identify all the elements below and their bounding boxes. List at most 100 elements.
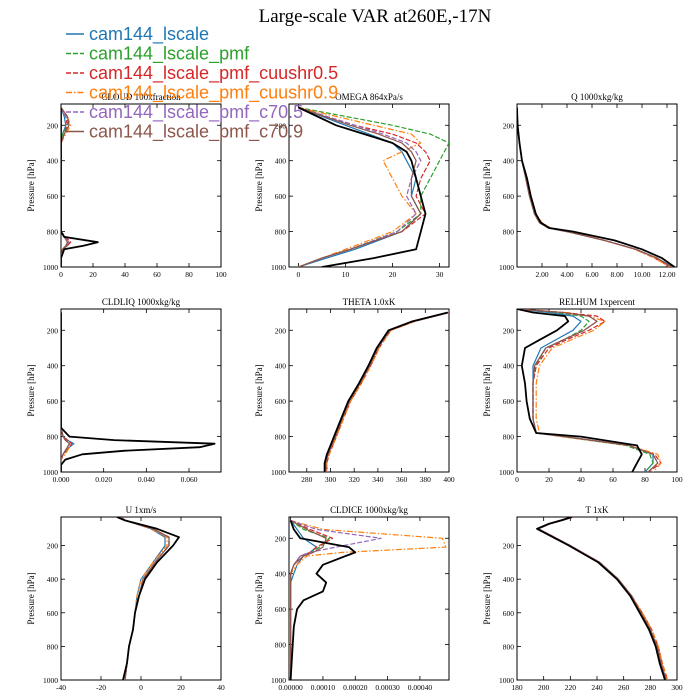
panel-title: CLDLIQ 1000xkg/kg: [102, 297, 181, 307]
y-tick-label: 400: [275, 157, 287, 166]
y-tick-label: 800: [47, 228, 59, 237]
x-tick-label: 0.040: [138, 475, 155, 484]
y-tick-label: 600: [503, 397, 515, 406]
panel-4: CLDLIQ 1000xkg/kg Pressure [hPa] 0.000 0.02…: [26, 297, 222, 484]
y-tick-label: 800: [47, 433, 59, 442]
x-tick-label: 40: [217, 683, 225, 692]
series-line-cam144_lscale_pmf_c70.5: [517, 107, 673, 267]
x-tick-label: 200: [538, 683, 550, 692]
series-line-cam144_lscale_pmf_cuushr0.5: [298, 106, 431, 267]
figure-title: Large-scale VAR at260E,-17N: [259, 6, 492, 27]
series-group: [116, 517, 180, 680]
x-tick-label: 40: [577, 475, 585, 484]
legend-item: cam144_lscale_pmf_c70.5: [66, 102, 303, 123]
x-tick-label: 340: [372, 475, 384, 484]
y-tick-label: 200: [47, 121, 59, 130]
series-line-reference: [298, 106, 427, 267]
y-tick-label: 400: [275, 570, 287, 579]
series-line-cam144_lscale_pmf_cuushr0.9: [290, 519, 447, 680]
x-tick-label: 380: [420, 475, 432, 484]
y-axis-label: Pressure [hPa]: [254, 364, 264, 416]
series-line-cam144_lscale_pmf_cuushr0.9: [326, 311, 449, 472]
x-tick-label: 4.00: [560, 270, 573, 279]
series-line-reference: [116, 517, 180, 680]
series-line-reference: [61, 107, 99, 267]
y-tick-label: 200: [275, 326, 287, 335]
y-tick-label: 800: [275, 641, 287, 650]
series-line-cam144_lscale_pmf_cuushr0.9: [517, 309, 662, 472]
series-line-cam144_lscale_pmf_cuushr0.5: [537, 517, 669, 680]
x-tick-label: 20: [177, 683, 185, 692]
y-tick-label: 200: [503, 326, 515, 335]
series-line-cam144_lscale_pmf_cuushr0.9: [61, 312, 71, 472]
x-tick-label: 0.000: [53, 475, 70, 484]
y-tick-label: 200: [275, 121, 287, 130]
series-group: [517, 107, 676, 267]
y-axis-label: Pressure [hPa]: [482, 159, 492, 211]
series-line-cam144_lscale: [517, 107, 674, 267]
panel-title: CLOUD 100xfraction: [101, 92, 181, 102]
y-tick-label: 1000: [271, 468, 286, 477]
y-tick-label: 400: [47, 575, 59, 584]
series-group: [298, 106, 449, 267]
x-tick-label: -40: [56, 683, 66, 692]
series-line-reference: [536, 517, 666, 680]
x-tick-label: 0.00020: [343, 683, 368, 692]
series-line-cam144_lscale_pmf_c70.9: [61, 107, 70, 267]
series-group: [517, 309, 662, 472]
x-tick-label: 20: [545, 475, 553, 484]
legend-item: cam144_lscale_pmf_c70.9: [66, 122, 303, 143]
x-tick-label: 300: [325, 475, 337, 484]
y-tick-label: 1000: [499, 468, 514, 477]
x-tick-label: 260: [618, 683, 630, 692]
x-tick-label: 10: [342, 270, 350, 279]
panel-title: THETA 1.0xK: [343, 297, 396, 307]
y-tick-label: 600: [275, 192, 287, 201]
series-group: [289, 519, 447, 680]
x-tick-label: 0.060: [181, 475, 198, 484]
legend-label: cam144_lscale_pmf_c70.5: [89, 102, 303, 123]
series-line-cam144_lscale_pmf_c70.9: [537, 517, 667, 680]
series-line-cam144_lscale: [61, 312, 75, 472]
y-tick-label: 600: [47, 397, 59, 406]
y-tick-label: 1000: [43, 676, 58, 685]
x-tick-label: 80: [185, 270, 193, 279]
y-tick-label: 800: [503, 433, 515, 442]
x-tick-label: 2.00: [535, 270, 548, 279]
series-line-cam144_lscale_pmf_cuushr0.5: [517, 309, 662, 472]
legend-label: cam144_lscale_pmf_cuushr0.9: [89, 83, 338, 104]
x-tick-label: 180: [511, 683, 523, 692]
y-tick-label: 1000: [43, 468, 58, 477]
x-tick-label: 8.00: [610, 270, 623, 279]
x-tick-label: 0: [515, 475, 519, 484]
panel-title: T 1xK: [585, 505, 609, 515]
x-tick-label: 12.00: [659, 270, 676, 279]
x-tick-label: 0: [139, 683, 143, 692]
y-tick-label: 200: [503, 121, 515, 130]
x-tick-label: 0.020: [95, 475, 112, 484]
series-line-reference: [517, 107, 676, 267]
y-axis-label: Pressure [hPa]: [482, 364, 492, 416]
y-tick-label: 800: [275, 433, 287, 442]
x-tick-label: 360: [396, 475, 408, 484]
x-tick-label: 240: [591, 683, 603, 692]
x-tick-label: 0.00000: [278, 683, 303, 692]
series-line-cam144_lscale: [537, 517, 667, 680]
y-tick-label: 400: [47, 157, 59, 166]
series-line-cam144_lscale_pmf_cuushr0.5: [326, 311, 449, 472]
panel-8: CLDICE 1000xkg/kg Pressure [hPa] 0.00000 0.…: [254, 505, 450, 692]
series-line-cam144_lscale_pmf_cuushr0.5: [517, 107, 672, 267]
series-line-cam144_lscale_pmf_c70.9: [517, 309, 659, 472]
y-tick-label: 400: [503, 575, 515, 584]
legend-label: cam144_lscale_pmf_cuushr0.5: [89, 63, 338, 84]
series-line-cam144_lscale_pmf_c70.9: [298, 106, 422, 267]
plot-frame: [288, 308, 450, 473]
legend-item: cam144_lscale_pmf_cuushr0.5: [66, 63, 338, 84]
series-group: [61, 107, 99, 267]
legend-item: cam144_lscale: [66, 24, 209, 45]
plot-frame: [516, 308, 678, 473]
series-line-cam144_lscale_pmf: [537, 517, 667, 680]
legend: cam144_lscalecam144_lscale_pmfcam144_lsc…: [66, 24, 338, 143]
x-tick-label: 0.00040: [408, 683, 433, 692]
